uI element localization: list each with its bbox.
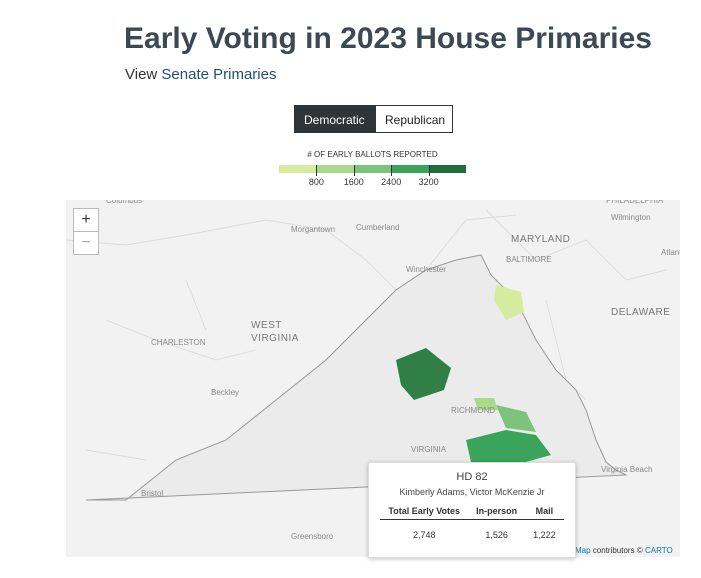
- cell: 2,748: [412, 530, 436, 540]
- zoom-in[interactable]: +: [73, 208, 99, 232]
- tip-candidates: Kimberly Adams, Victor McKenzie Jr: [399, 487, 545, 497]
- place-label: PHILADELPHIA: [606, 200, 664, 205]
- attr-text: contributors ©: [592, 546, 643, 555]
- legend-tick-label: 800: [308, 177, 324, 187]
- place-label: VIRGINIA: [251, 333, 299, 344]
- view-line: View Senate Primaries: [125, 66, 276, 83]
- legend-swatch: [428, 165, 466, 173]
- zoom-out[interactable]: −: [73, 231, 99, 255]
- senate-link[interactable]: Senate Primaries: [161, 66, 277, 83]
- title: Early Voting in 2023 House Primaries: [124, 22, 652, 55]
- place-label: VIRGINIA: [411, 445, 447, 454]
- place-label: BALTIMORE: [506, 255, 552, 264]
- place-label: Atlantic: [661, 248, 680, 257]
- attr-map[interactable]: Map: [575, 546, 591, 555]
- place-label: RICHMOND: [451, 406, 495, 415]
- legend-tick: [391, 165, 393, 176]
- legend-tick-label: 2400: [381, 177, 402, 187]
- legend-tick: [428, 165, 430, 176]
- place-label: Wilmington: [611, 213, 651, 222]
- legend-swatch: [353, 165, 392, 173]
- legend-tick: [353, 165, 355, 176]
- legend-tick-label: 1600: [343, 177, 364, 187]
- col: Total Early Votes: [388, 506, 461, 516]
- legend-title: # OF EARLY BALLOTS REPORTED: [307, 150, 438, 159]
- toggle-democratic[interactable]: Democratic: [294, 105, 376, 133]
- district-nova: [494, 285, 524, 320]
- view-prefix: View: [125, 66, 158, 83]
- toggle-republican[interactable]: Republican: [375, 105, 453, 133]
- district-light: [474, 398, 498, 410]
- cell: 1,222: [533, 530, 556, 540]
- place-label: WEST: [251, 320, 282, 331]
- place-label: Morgantown: [291, 225, 335, 234]
- legend-tick-label: 3200: [418, 177, 439, 187]
- place-label: Greensboro: [291, 532, 334, 541]
- place-label: Cumberland: [356, 223, 400, 232]
- attr-carto[interactable]: CARTO: [644, 546, 673, 555]
- tooltip: HD 82 Kimberly Adams, Victor McKenzie Jr…: [368, 462, 576, 558]
- legend-swatch: [279, 165, 317, 173]
- cell: 1,526: [485, 530, 508, 540]
- place-label: MARYLAND: [511, 234, 570, 245]
- legend-tick: [316, 165, 318, 176]
- tip-district: HD 82: [456, 471, 488, 483]
- place-label: DELAWARE: [611, 307, 670, 318]
- col: In-person: [476, 506, 518, 516]
- district-hd82: [466, 430, 551, 462]
- place-label: Bristol: [141, 489, 163, 498]
- place-label: Beckley: [211, 388, 239, 397]
- legend-swatch: [391, 165, 429, 173]
- attribution: Map contributors © CARTO: [575, 546, 673, 555]
- place-label: Winchester: [406, 265, 446, 274]
- district-dark: [396, 348, 451, 400]
- place-label: Columbus: [106, 200, 142, 205]
- place-label: CHARLESTON: [151, 338, 206, 347]
- col: Mail: [535, 506, 554, 516]
- place-label: Virginia Beach: [601, 465, 652, 474]
- legend-swatch: [316, 165, 354, 173]
- district-mid: [496, 405, 536, 432]
- tip-table: Total Early Votes In-person Mail 2,748 1,52…: [380, 503, 564, 550]
